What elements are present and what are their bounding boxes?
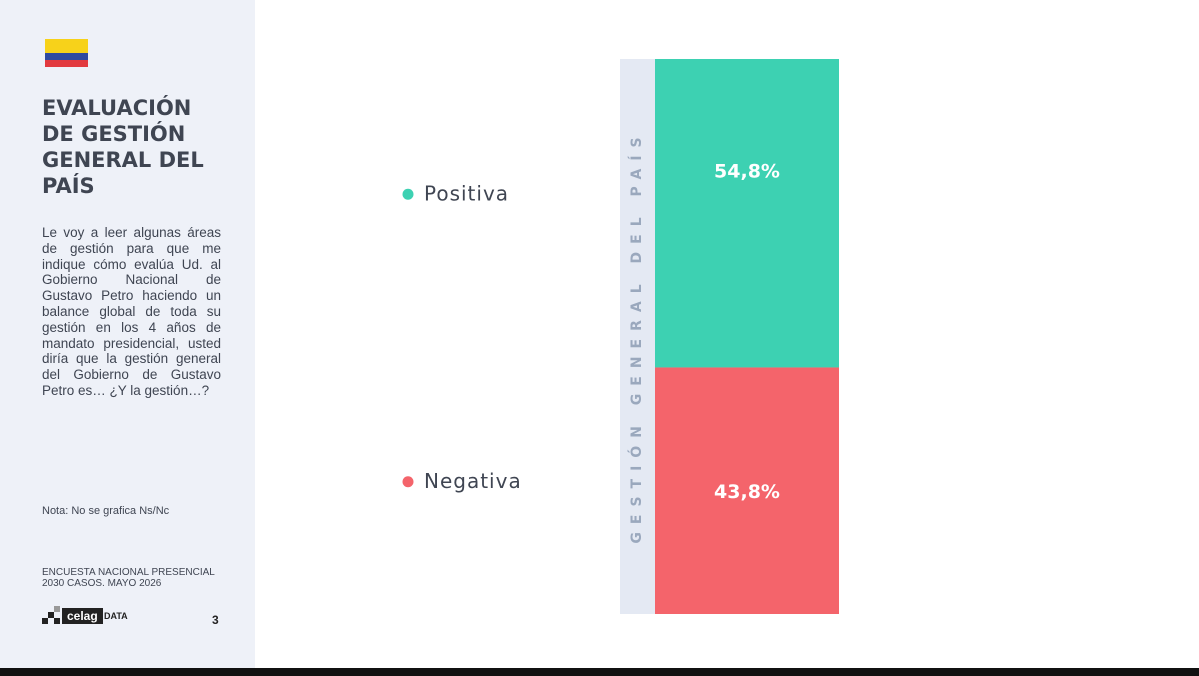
category-label: GESTIÓN GENERAL DEL PAÍS bbox=[627, 129, 645, 543]
value-label: 43,8% bbox=[714, 481, 780, 503]
legend-marker bbox=[402, 188, 414, 200]
page-number: 3 bbox=[212, 613, 219, 627]
sidebar: EVALUACIÓN DE GESTIÓN GENERAL DEL PAÍS L… bbox=[0, 0, 255, 668]
value-label: 54,8% bbox=[714, 161, 780, 183]
logo-mark bbox=[42, 606, 60, 624]
survey-info: ENCUESTA NACIONAL PRESENCIAL bbox=[42, 567, 215, 578]
legend-marker bbox=[402, 476, 414, 488]
flag bbox=[45, 39, 88, 67]
legend-label: Positiva bbox=[424, 182, 509, 206]
logo: celag bbox=[62, 608, 103, 624]
survey-info: 2030 CASOS. MAYO 2026 bbox=[42, 578, 162, 589]
title: EVALUACIÓN DE GESTIÓN GENERAL DEL PAÍS bbox=[42, 96, 204, 198]
bar-segment bbox=[655, 367, 839, 614]
category-band bbox=[620, 59, 655, 614]
chart: GESTIÓN GENERAL DEL PAÍS 54,8% Positiva 43,… bbox=[402, 59, 839, 614]
bar-segment bbox=[655, 59, 839, 368]
bottom-bar bbox=[0, 668, 1199, 676]
legend-label: Negativa bbox=[424, 469, 522, 493]
logo-suffix: DATA bbox=[104, 611, 128, 621]
question: Le voy a leer algunas áreas de gestión p… bbox=[42, 225, 221, 398]
note: Nota: No se grafica Ns/Nc bbox=[42, 505, 170, 517]
